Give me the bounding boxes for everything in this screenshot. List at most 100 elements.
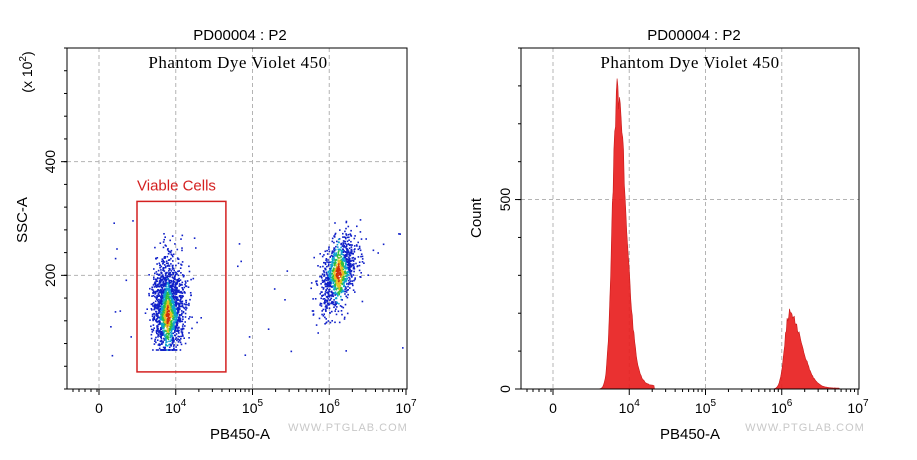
- scatter-point: [200, 317, 202, 319]
- scatter-point: [153, 268, 155, 270]
- scatter-point: [273, 288, 276, 290]
- scatter-point: [156, 299, 159, 301]
- scatter-point: [336, 282, 339, 285]
- scatter-point: [173, 321, 176, 323]
- scatter-point: [172, 305, 174, 308]
- scatter-point: [177, 320, 179, 322]
- scatter-point: [178, 304, 180, 307]
- scatter-point: [353, 249, 356, 251]
- scatter-point: [324, 282, 327, 285]
- scatter-point: [342, 246, 345, 248]
- scatter-point: [326, 299, 329, 302]
- scatter-point: [321, 313, 323, 316]
- scatter-point: [327, 259, 329, 261]
- scatter-point: [328, 303, 331, 306]
- scatter-point: [165, 321, 168, 324]
- scatter-gridlines: [67, 48, 407, 389]
- scatter-point: [162, 267, 165, 269]
- scatter-point: [327, 284, 329, 287]
- scatter-point: [340, 291, 343, 294]
- scatter-point: [164, 302, 167, 305]
- scatter-point: [355, 262, 357, 265]
- scatter-point: [164, 323, 166, 326]
- scatter-point: [335, 270, 338, 272]
- scatter-point: [334, 259, 337, 262]
- scatter-point: [338, 277, 340, 279]
- scatter-point: [178, 319, 180, 321]
- scatter-point: [153, 282, 156, 285]
- scatter-point: [168, 346, 171, 349]
- scatter-point: [325, 310, 327, 312]
- scatter-annotation: Phantom Dye Violet 450: [148, 53, 327, 72]
- scatter-point: [339, 305, 342, 307]
- scatter-point: [324, 250, 327, 253]
- scatter-point: [170, 320, 173, 322]
- scatter-point: [325, 283, 328, 286]
- scatter-point: [163, 282, 165, 284]
- scatter-point: [166, 301, 169, 303]
- scatter-point: [240, 260, 242, 263]
- scatter-point: [174, 285, 177, 287]
- scatter-point: [342, 290, 344, 292]
- scatter-point: [345, 280, 347, 283]
- scatter-point: [170, 274, 173, 276]
- scatter-point: [164, 279, 166, 282]
- scatter-point: [244, 354, 247, 356]
- scatter-point: [343, 246, 346, 248]
- scatter-point: [331, 320, 333, 322]
- scatter-point: [163, 256, 166, 258]
- scatter-point: [343, 250, 345, 252]
- scatter-point: [361, 300, 364, 303]
- scatter-point: [156, 307, 159, 309]
- scatter-point: [183, 291, 186, 293]
- scatter-point: [155, 298, 158, 301]
- scatter-point: [321, 273, 324, 275]
- scatter-point: [188, 337, 190, 339]
- scatter-point: [167, 336, 170, 338]
- scatter-point: [181, 304, 184, 307]
- scatter-point: [160, 327, 162, 329]
- scatter-point: [169, 288, 172, 291]
- scatter-point: [349, 233, 352, 235]
- scatter-point: [328, 289, 330, 291]
- scatter-point: [160, 323, 162, 325]
- scatter-point: [313, 256, 315, 259]
- scatter-point: [165, 319, 167, 321]
- scatter-point: [355, 244, 358, 246]
- scatter-y-axis-label: SSC-A: [14, 197, 31, 243]
- scatter-point: [163, 337, 165, 340]
- scatter-point: [348, 252, 351, 254]
- scatter-point: [333, 249, 335, 251]
- scatter-point: [171, 329, 173, 331]
- scatter-point: [336, 267, 339, 269]
- scatter-point: [336, 284, 339, 287]
- scatter-point: [331, 259, 334, 261]
- scatter-point: [349, 278, 351, 280]
- scatter-point: [169, 331, 172, 334]
- scatter-point: [181, 287, 183, 289]
- scatter-point: [152, 291, 154, 294]
- scatter-point: [188, 332, 190, 334]
- scatter-point: [326, 249, 328, 252]
- scatter-point: [322, 265, 324, 268]
- scatter-point: [160, 296, 163, 299]
- scatter-point: [172, 272, 175, 274]
- scatter-point: [331, 250, 334, 252]
- scatter-point: [321, 277, 323, 279]
- scatter-point: [335, 272, 338, 275]
- scatter-point: [340, 295, 342, 298]
- scatter-point: [319, 293, 322, 295]
- scatter-point: [155, 336, 157, 339]
- scatter-point: [185, 285, 188, 288]
- scatter-point: [159, 319, 162, 321]
- scatter-point: [182, 327, 185, 330]
- scatter-point: [335, 303, 337, 305]
- scatter-point: [398, 233, 400, 235]
- scatter-point: [153, 276, 155, 279]
- scatter-point: [157, 283, 159, 286]
- scatter-point: [110, 326, 112, 328]
- scatter-point: [152, 329, 154, 331]
- scatter-point: [322, 294, 324, 296]
- scatter-point: [340, 279, 342, 282]
- scatter-point: [338, 280, 340, 283]
